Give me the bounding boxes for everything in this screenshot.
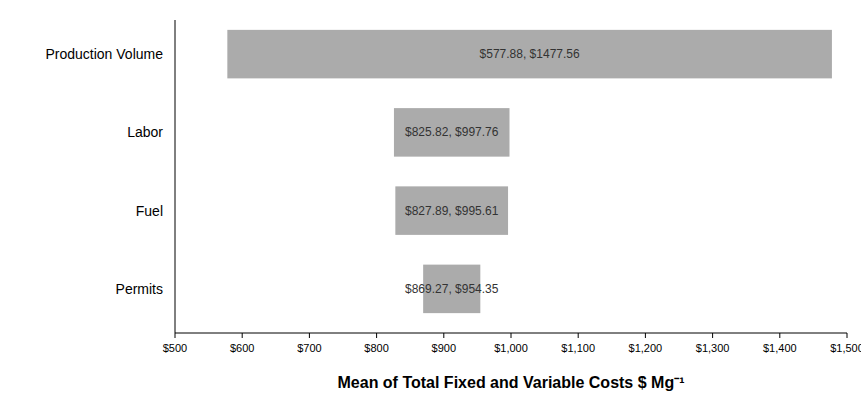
x-tick <box>376 333 377 338</box>
x-tick <box>309 333 310 338</box>
x-tick <box>645 333 646 338</box>
x-tick-label: $1,200 <box>629 342 663 354</box>
x-tick-label: $1,400 <box>763 342 797 354</box>
x-tick <box>175 333 176 338</box>
x-tick-label: $800 <box>364 342 388 354</box>
bars <box>227 30 832 313</box>
data-label: $869.27, $954.35 <box>405 282 499 296</box>
bar <box>227 30 832 79</box>
data-label: $825.82, $997.76 <box>405 125 499 139</box>
x-axis-title: Mean of Total Fixed and Variable Costs $… <box>338 374 685 391</box>
x-tick-label: $600 <box>230 342 254 354</box>
category-label: Production Volume <box>45 46 163 62</box>
chart: $577.88, $1477.56 $825.82, $997.76 $827.89… <box>0 0 861 404</box>
x-tick <box>443 333 444 338</box>
x-tick <box>712 333 713 338</box>
x-tick-label: $1,300 <box>696 342 730 354</box>
x-tick <box>511 333 512 338</box>
data-label: $827.89, $995.61 <box>405 204 499 218</box>
x-tick <box>242 333 243 338</box>
category-label: Fuel <box>136 203 163 219</box>
bar <box>395 186 508 235</box>
x-tick-label: $700 <box>297 342 321 354</box>
x-tick <box>847 333 848 338</box>
x-tick-label: $1,500 <box>830 342 861 354</box>
bar <box>394 108 510 157</box>
category-label: Labor <box>127 124 163 140</box>
category-label: Permits <box>116 281 163 297</box>
y-axis <box>175 20 176 333</box>
x-tick <box>779 333 780 338</box>
x-tick-label: $500 <box>163 342 187 354</box>
x-tick-label: $1,000 <box>494 342 528 354</box>
data-label: $577.88, $1477.56 <box>480 47 580 61</box>
x-tick-label: $1,100 <box>561 342 595 354</box>
x-tick <box>578 333 579 338</box>
x-tick-label: $900 <box>432 342 456 354</box>
